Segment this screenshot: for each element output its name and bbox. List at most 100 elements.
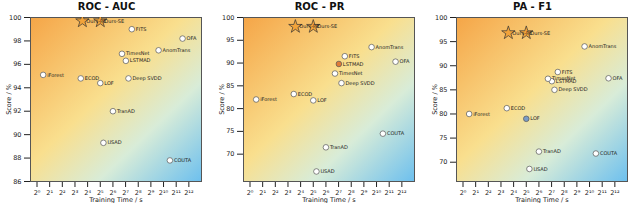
svg-text:Ours-SE: Ours-SE (317, 23, 337, 29)
svg-text:2⁹: 2⁹ (574, 189, 581, 197)
svg-text:FITS: FITS (562, 69, 573, 75)
svg-text:AnomTrans: AnomTrans (163, 47, 191, 53)
svg-text:70: 70 (439, 158, 447, 166)
svg-text:AnomTrans: AnomTrans (589, 43, 617, 49)
svg-text:2⁶: 2⁶ (109, 189, 117, 198)
svg-text:COUTA: COUTA (174, 157, 192, 163)
svg-text:100: 100 (9, 14, 21, 22)
svg-text:USAD: USAD (320, 168, 334, 174)
svg-text:Training Time / s: Training Time / s (88, 196, 143, 204)
svg-text:LSTMAD: LSTMAD (130, 57, 151, 63)
svg-text:100: 100 (435, 14, 447, 22)
svg-text:USAD: USAD (533, 166, 547, 172)
svg-text:80: 80 (226, 105, 234, 113)
svg-text:USAD: USAD (107, 139, 121, 145)
svg-text:TimesNet: TimesNet (338, 70, 363, 76)
svg-text:ECOD: ECOD (298, 91, 313, 97)
svg-text:2²: 2² (59, 189, 66, 197)
svg-text:OFA: OFA (400, 58, 410, 64)
svg-text:TranAD: TranAD (542, 148, 561, 154)
svg-text:2¹⁰: 2¹⁰ (372, 189, 382, 197)
svg-text:2³: 2³ (285, 189, 292, 197)
svg-text:AnomTrans: AnomTrans (376, 44, 404, 50)
svg-text:2¹: 2¹ (259, 189, 266, 197)
svg-text:TranAD: TranAD (329, 144, 348, 150)
svg-text:OFA: OFA (187, 35, 197, 41)
svg-text:Score / %: Score / % (431, 84, 439, 115)
svg-text:2¹²: 2¹² (184, 189, 194, 197)
svg-text:90: 90 (439, 62, 447, 70)
svg-text:2²: 2² (485, 189, 492, 197)
svg-text:Ours-PE: Ours-PE (299, 23, 319, 29)
svg-text:FITS: FITS (136, 26, 147, 32)
svg-text:2²: 2² (272, 189, 279, 197)
svg-text:2³: 2³ (498, 189, 505, 197)
svg-text:2⁸: 2⁸ (134, 189, 142, 198)
svg-text:FITS: FITS (349, 53, 360, 59)
svg-text:Ours-SE: Ours-SE (530, 30, 550, 36)
svg-text:Training Time / s: Training Time / s (514, 196, 569, 204)
svg-text:TimesNet: TimesNet (125, 50, 150, 56)
svg-text:2¹¹: 2¹¹ (385, 189, 395, 197)
svg-text:98: 98 (13, 37, 21, 45)
svg-text:Ours-PE: Ours-PE (86, 18, 106, 24)
svg-text:95: 95 (226, 36, 234, 44)
svg-text:TranAD: TranAD (116, 108, 135, 114)
svg-text:75: 75 (439, 134, 447, 142)
html-text:ROC - PR: ROC - PR (294, 1, 345, 12)
svg-text:iForest: iForest (473, 111, 490, 117)
svg-text:iForest: iForest (47, 72, 64, 78)
svg-text:COUTA: COUTA (600, 150, 618, 156)
svg-text:85: 85 (226, 82, 234, 90)
svg-text:Ours-PE: Ours-PE (512, 30, 532, 36)
svg-text:2¹: 2¹ (46, 189, 53, 197)
svg-text:70: 70 (226, 150, 234, 158)
svg-text:ECOD: ECOD (511, 105, 526, 111)
svg-text:Deep SVDD: Deep SVDD (558, 86, 587, 93)
svg-text:2¹⁰: 2¹⁰ (159, 189, 169, 197)
svg-text:90: 90 (226, 59, 234, 67)
svg-text:2⁹: 2⁹ (361, 189, 368, 197)
svg-text:2¹¹: 2¹¹ (598, 189, 608, 197)
svg-text:LSTMAD: LSTMAD (343, 61, 364, 67)
svg-text:2¹²: 2¹² (397, 189, 407, 197)
svg-text:Ours-SE: Ours-SE (104, 18, 124, 24)
svg-text:2¹¹: 2¹¹ (172, 189, 182, 197)
svg-text:80: 80 (439, 110, 447, 118)
svg-text:85: 85 (439, 86, 447, 94)
svg-text:OFA: OFA (613, 75, 623, 81)
svg-text:2¹²: 2¹² (610, 189, 620, 197)
svg-text:2¹⁰: 2¹⁰ (585, 189, 595, 197)
svg-text:2⁵: 2⁵ (309, 189, 317, 198)
html-text:PA - F1: PA - F1 (513, 1, 552, 12)
svg-text:Deep SVDD: Deep SVDD (345, 80, 374, 87)
svg-text:Deep SVDD: Deep SVDD (132, 75, 161, 82)
svg-text:92: 92 (13, 107, 21, 115)
svg-text:88: 88 (13, 154, 21, 162)
svg-text:2⁰: 2⁰ (247, 189, 254, 197)
html-text:ROC - AUC: ROC - AUC (77, 1, 136, 12)
svg-text:Score / %: Score / % (5, 84, 13, 115)
svg-text:2⁵: 2⁵ (96, 189, 104, 198)
svg-text:100: 100 (222, 14, 234, 22)
svg-text:TimesNet: TimesNet (551, 75, 576, 81)
svg-text:LOF: LOF (317, 97, 327, 103)
svg-text:96: 96 (13, 60, 21, 68)
svg-text:90: 90 (13, 131, 21, 139)
svg-text:75: 75 (226, 127, 234, 135)
svg-text:LOF: LOF (104, 80, 114, 86)
svg-text:2³: 2³ (72, 189, 79, 197)
svg-text:86: 86 (13, 178, 21, 186)
svg-text:2⁰: 2⁰ (460, 189, 467, 197)
svg-text:2¹: 2¹ (472, 189, 479, 197)
svg-text:95: 95 (439, 38, 447, 46)
svg-text:COUTA: COUTA (387, 130, 405, 136)
svg-text:iForest: iForest (260, 96, 277, 102)
svg-text:ECOD: ECOD (85, 75, 100, 81)
svg-text:94: 94 (13, 84, 21, 92)
svg-text:2⁹: 2⁹ (148, 189, 155, 197)
svg-text:Training Time / s: Training Time / s (301, 196, 356, 204)
svg-text:LOF: LOF (530, 115, 540, 121)
svg-text:Score / %: Score / % (218, 84, 226, 115)
svg-text:2⁰: 2⁰ (34, 189, 41, 197)
